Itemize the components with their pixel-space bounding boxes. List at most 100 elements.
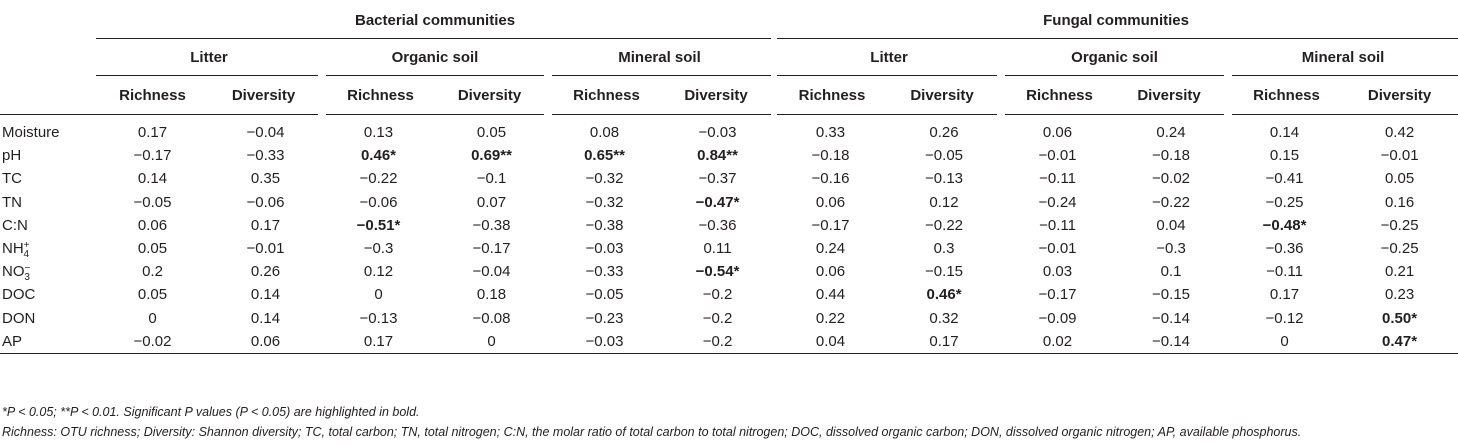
table-cell: −0.09 (1038, 309, 1077, 327)
table-cell: −0.3 (363, 240, 394, 258)
table-cell: −0.13 (359, 309, 398, 327)
table-cell: −0.18 (1152, 147, 1191, 165)
table-cell: −0.11 (1266, 263, 1303, 281)
row-label: DON (2, 309, 36, 327)
table-cell: 0.22 (815, 309, 846, 327)
table-cell: 0.05 (137, 286, 168, 304)
table-cell: −0.22 (925, 216, 964, 234)
habitat-header: Mineral soil (548, 38, 778, 76)
table-cell: 0.18 (476, 286, 507, 304)
metric-header: Richness (96, 75, 209, 115)
table-cell: 0.84** (697, 147, 738, 165)
table-row: TC 0.14 0.35 −0.22 −0.1 −0.32 −0.37 −0.16 −0.13 −… (0, 167, 1458, 190)
table-row: pH −0.17 −0.33 0.46* 0.69** 0.65** 0.84** −0.18… (0, 144, 1458, 167)
habitat-header: Organic soil (1001, 38, 1229, 76)
metric-header: Richness (322, 75, 435, 115)
row-label: NH+4 (2, 240, 30, 261)
table-cell: −0.05 (925, 147, 964, 165)
table-row: DON 0 0.14 −0.13 −0.08 −0.23 −0.2 0.22 0.32 −0.09… (0, 307, 1458, 330)
table-cell: 0.1 (1160, 263, 1182, 281)
table-cell: 0.06 (815, 193, 846, 211)
table-cell: −0.22 (1152, 193, 1191, 211)
table-cell: −0.17 (1038, 286, 1077, 304)
table-cell: 0.26 (929, 124, 959, 142)
table-cell: −0.13 (925, 170, 964, 188)
habitat-header-row: Litter Organic soil Mineral soil Litter … (0, 38, 1458, 76)
table-cell: 0.11 (703, 240, 732, 258)
table-cell: 0.17 (137, 124, 168, 142)
table-cell: 0.04 (774, 329, 888, 354)
table-cell: −0.01 (1038, 240, 1077, 258)
row-label: TC (2, 170, 22, 188)
table-cell: −0.2 (661, 329, 775, 354)
table-cell: −0.2 (702, 286, 733, 304)
table-cell: 0 (435, 329, 548, 354)
table-cell: −0.33 (246, 147, 285, 165)
row-label: DOC (2, 286, 36, 304)
table-cell: 0 (148, 309, 157, 327)
table-cell: −0.04 (246, 124, 285, 142)
table-cell: 0.21 (1384, 263, 1415, 281)
table-cell: −0.2 (702, 309, 733, 327)
table-cell: 0.44 (815, 286, 846, 304)
correlation-table: Bacterial communities Fungal communities… (0, 11, 1458, 354)
row-label: Moisture (2, 124, 60, 142)
table-row: NO−3 0.2 0.26 0.12 −0.04 −0.33 −0.54* 0.06 −0.15… (0, 260, 1458, 283)
table-cell: 0.06 (209, 329, 322, 354)
table-cell: −0.12 (1265, 309, 1304, 327)
row-label: C:N (2, 216, 28, 234)
footnote-abbreviations: Richness: OTU richness; Diversity: Shann… (2, 425, 1302, 439)
table-cell: −0.47* (695, 193, 740, 211)
metric-header: Diversity (887, 75, 1006, 115)
table-cell: 0.07 (476, 193, 507, 211)
table-cell: 0.12 (929, 193, 959, 211)
table-cell: −0.02 (1152, 170, 1191, 188)
table-row: TN −0.05 −0.06 −0.06 0.07 −0.32 −0.47* 0.06 0.12… (0, 191, 1458, 214)
table-cell: −0.03 (585, 240, 624, 258)
table-cell: −0.17 (133, 147, 172, 165)
table-cell: 0.16 (1384, 193, 1415, 211)
habitat-header: Mineral soil (1228, 38, 1458, 76)
metric-header-row: Richness Diversity Richness Diversity Ri… (0, 75, 1458, 115)
table-cell: 0.33 (815, 124, 846, 142)
metric-header: Richness (1001, 75, 1115, 115)
metric-header: Richness (548, 75, 661, 115)
table-cell: −0.32 (585, 193, 624, 211)
table-cell: −0.41 (1265, 170, 1304, 188)
table-cell: −0.06 (359, 193, 398, 211)
table-cell: 0.13 (363, 124, 394, 142)
table-row: NH+4 0.05 −0.01 −0.3 −0.17 −0.03 0.11 0.24 0.3 −0… (0, 237, 1458, 260)
row-label: TN (2, 193, 22, 211)
table-cell: −0.16 (811, 170, 850, 188)
habitat-header: Organic soil (322, 38, 548, 76)
group-header-fungal: Fungal communities (1043, 11, 1189, 29)
table-cell: 0.04 (1156, 216, 1186, 234)
metric-header: Richness (1228, 75, 1342, 115)
table-cell: 0 (1228, 329, 1342, 354)
table-cell: −0.38 (472, 216, 511, 234)
table-cell: −0.15 (1152, 286, 1191, 304)
table-cell: −0.3 (1156, 240, 1186, 258)
table-cell: −0.24 (1038, 193, 1077, 211)
table-cell: 0.14 (1269, 124, 1300, 142)
table-cell: −0.18 (811, 147, 850, 165)
table-cell: −0.05 (585, 286, 624, 304)
table-cell: −0.33 (585, 263, 624, 281)
table-cell: −0.25 (1265, 193, 1304, 211)
table-cell: 0.15 (1269, 147, 1300, 165)
table-cell: 0.46* (360, 147, 397, 165)
table-cell: 0.26 (250, 263, 281, 281)
row-label: NO−3 (2, 263, 31, 284)
table-cell: −0.22 (359, 170, 398, 188)
habitat-header: Litter (96, 38, 322, 76)
table-cell: 0 (374, 286, 383, 304)
table-cell: −0.37 (698, 170, 737, 188)
table-cell: 0.03 (1042, 263, 1073, 281)
table-cell: −0.1 (476, 170, 507, 188)
table-cell: −0.36 (698, 216, 737, 234)
metric-header: Diversity (1114, 75, 1233, 115)
table-cell: 0.46* (926, 286, 962, 304)
metric-header: Richness (774, 75, 888, 115)
table-cell: 0.14 (250, 286, 281, 304)
row-label: pH (2, 147, 22, 165)
